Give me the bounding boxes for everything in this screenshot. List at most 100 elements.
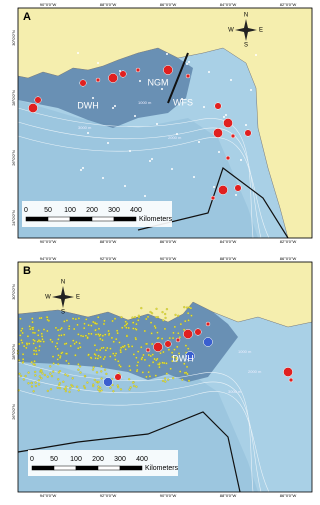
oil-point <box>39 340 42 343</box>
longitude-label: 88°0'0"W <box>220 493 237 498</box>
oil-point <box>36 340 39 343</box>
oil-point <box>187 347 190 350</box>
longitude-label: 90°0'0"W <box>40 239 57 244</box>
oil-point <box>67 327 71 330</box>
latitude-label: 26°0'0"N <box>11 404 16 420</box>
oil-point <box>103 355 107 359</box>
oil-point <box>21 331 24 335</box>
oil-point <box>132 327 135 330</box>
oil-point <box>60 327 63 330</box>
oil-point <box>156 357 159 361</box>
longitude-label: 88°0'0"W <box>100 2 117 7</box>
longitude-label: 86°0'0"W <box>280 493 297 498</box>
oil-point <box>100 346 103 350</box>
oil-point <box>140 346 143 349</box>
red-site <box>210 195 216 201</box>
oil-point <box>102 357 105 361</box>
oil-point <box>91 368 95 371</box>
oil-point <box>74 354 77 357</box>
oil-point <box>78 365 82 368</box>
oil-point <box>148 375 152 378</box>
oil-point <box>109 386 112 389</box>
oil-point <box>149 310 152 314</box>
oil-point <box>134 316 137 319</box>
oil-point <box>93 344 97 347</box>
oil-point <box>101 334 104 337</box>
longitude-label: 86°0'0"W <box>160 239 177 244</box>
white-site <box>139 80 141 82</box>
oil-point <box>146 315 150 318</box>
white-site <box>107 142 109 144</box>
oil-point <box>77 389 80 392</box>
white-site <box>181 98 183 100</box>
red-site <box>34 96 42 104</box>
longitude-label: 86°0'0"W <box>280 256 297 261</box>
oil-point <box>59 356 62 359</box>
white-site <box>77 52 79 54</box>
oil-point <box>114 352 118 355</box>
oil-point <box>28 342 31 345</box>
oil-point <box>153 357 156 361</box>
oil-point <box>35 353 38 356</box>
oil-point <box>94 322 97 325</box>
oil-point <box>87 332 90 335</box>
oil-point <box>34 346 37 350</box>
oil-point <box>52 362 55 365</box>
oil-point <box>134 338 138 341</box>
oil-point <box>77 363 80 366</box>
red-site <box>244 129 252 137</box>
oil-point <box>41 372 44 375</box>
oil-point <box>132 353 135 356</box>
oil-point <box>98 334 101 337</box>
oil-point <box>156 337 159 340</box>
oil-point <box>128 388 131 391</box>
scale-tick: 400 <box>136 456 148 463</box>
contour-label: 1000 m <box>138 100 152 105</box>
oil-point <box>51 355 55 358</box>
oil-point <box>171 355 174 359</box>
oil-point <box>58 383 61 387</box>
site-label: DWH <box>77 100 99 110</box>
oil-point <box>185 306 189 309</box>
red-site <box>153 342 163 352</box>
oil-point <box>129 369 132 372</box>
white-site <box>171 168 173 170</box>
longitude-label: 94°0'0"W <box>40 256 57 261</box>
oil-point <box>125 323 128 326</box>
oil-point <box>31 321 34 324</box>
white-site <box>161 88 163 90</box>
scale-tick: 50 <box>44 207 52 214</box>
oil-point <box>163 377 167 380</box>
oil-point <box>94 329 97 332</box>
oil-point <box>56 329 60 332</box>
oil-point <box>65 352 68 355</box>
red-site <box>225 155 231 161</box>
oil-point <box>164 316 167 320</box>
oil-point <box>87 353 90 356</box>
oil-point <box>100 365 103 368</box>
oil-point <box>79 334 83 337</box>
longitude-label: 94°0'0"W <box>40 493 57 498</box>
oil-point <box>87 324 90 327</box>
oil-point <box>107 329 110 333</box>
longitude-label: 92°0'0"W <box>100 256 117 261</box>
oil-point <box>167 348 171 351</box>
oil-point <box>37 339 41 342</box>
oil-point <box>79 346 82 349</box>
oil-point <box>175 357 178 360</box>
oil-point <box>30 385 34 388</box>
oil-point <box>27 371 30 374</box>
oil-point <box>181 378 184 381</box>
white-site <box>112 107 114 109</box>
oil-point <box>22 378 26 381</box>
oil-point <box>69 344 72 348</box>
oil-point <box>85 318 88 321</box>
white-site <box>255 54 257 56</box>
oil-point <box>150 332 153 335</box>
oil-point <box>60 334 63 337</box>
oil-point <box>152 361 155 364</box>
scale-box <box>28 450 178 476</box>
oil-point <box>34 384 38 388</box>
oil-point <box>57 378 60 381</box>
oil-point <box>31 317 34 320</box>
